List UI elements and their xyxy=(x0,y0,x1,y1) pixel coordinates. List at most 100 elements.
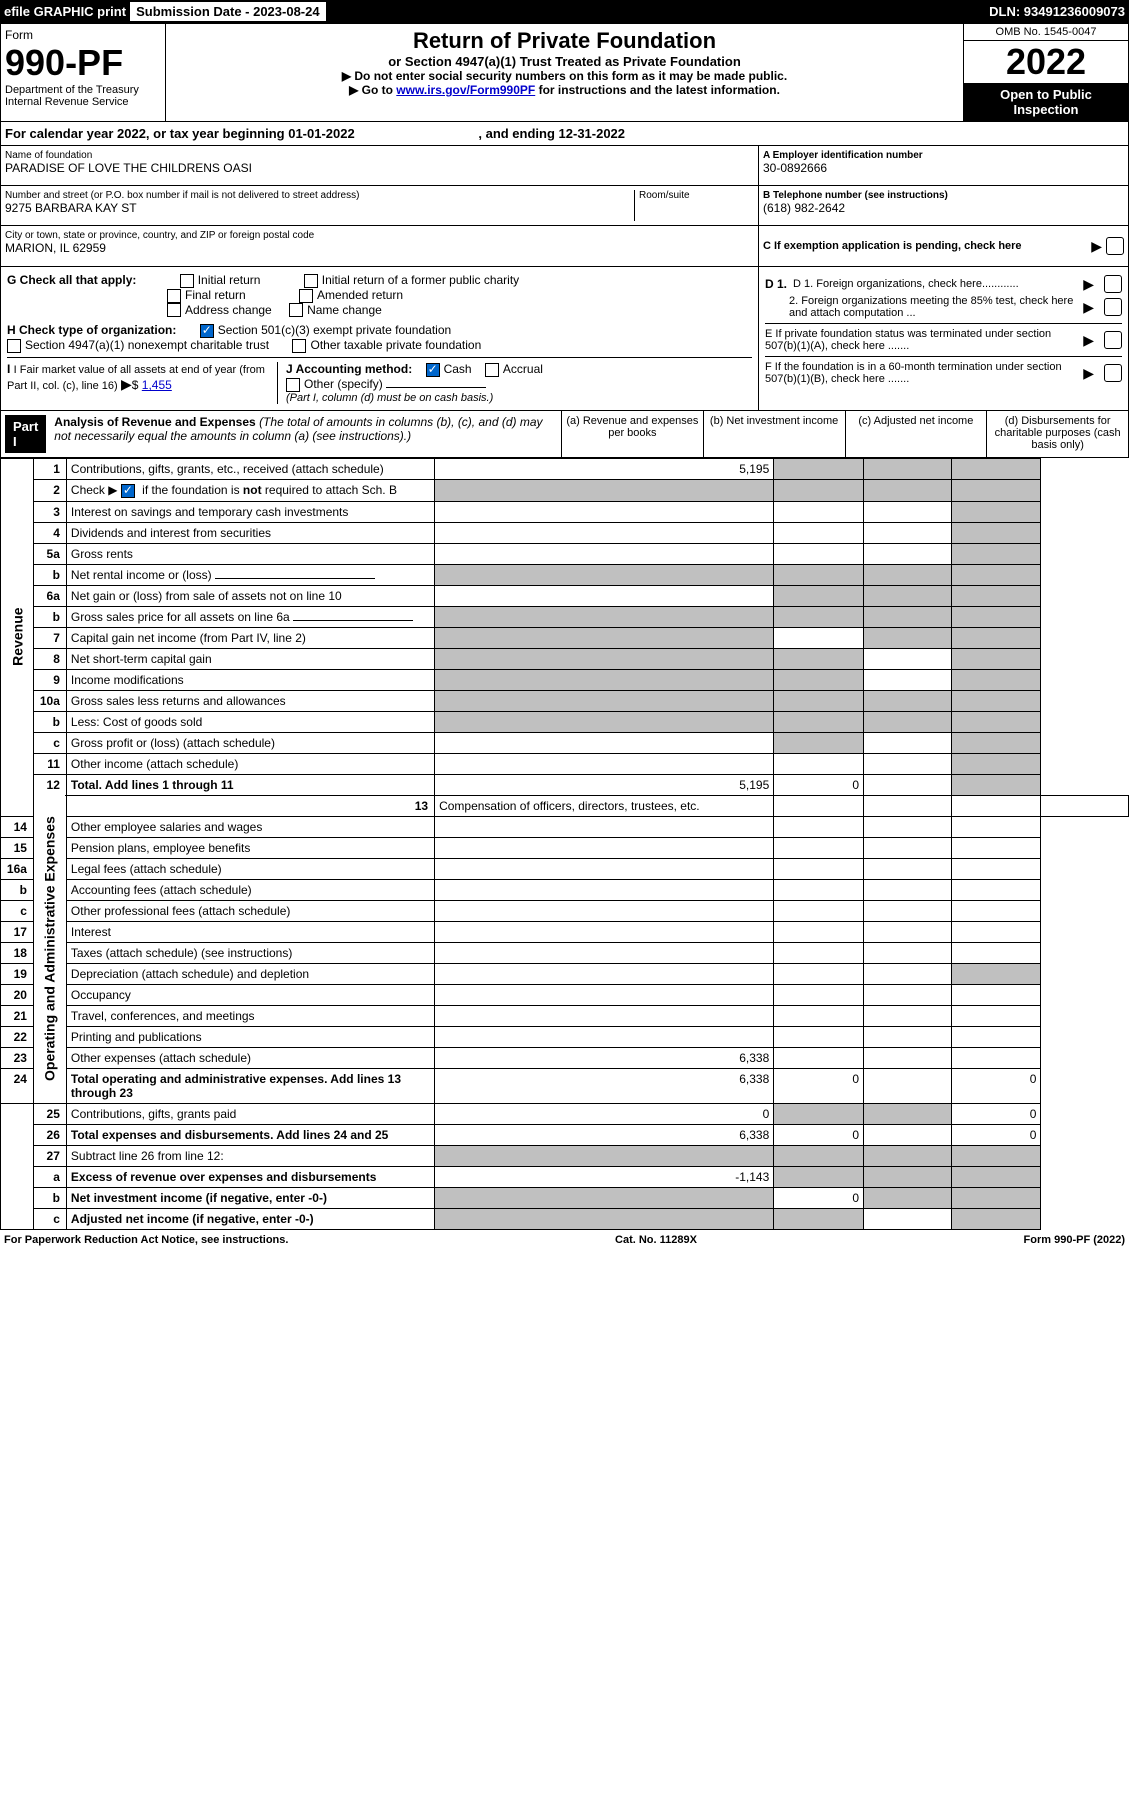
foundation-name: PARADISE OF LOVE THE CHILDRENS OASI xyxy=(5,161,754,175)
dept-treasury: Department of the Treasury xyxy=(5,84,161,96)
checkbox-d2[interactable] xyxy=(1104,298,1122,316)
row-8: 8Net short-term capital gain xyxy=(1,648,1129,669)
row-6a: 6aNet gain or (loss) from sale of assets… xyxy=(1,585,1129,606)
row-2: 2Check ▶ if the foundation is not requir… xyxy=(1,479,1129,501)
irs-link[interactable]: www.irs.gov/Form990PF xyxy=(396,83,535,97)
row-16b: bAccounting fees (attach schedule) xyxy=(1,879,1129,900)
city-state-zip: MARION, IL 62959 xyxy=(5,241,754,255)
row-13: Operating and Administrative Expenses13C… xyxy=(1,795,1129,816)
paperwork-notice: For Paperwork Reduction Act Notice, see … xyxy=(4,1234,288,1246)
row-6b: bGross sales price for all assets on lin… xyxy=(1,606,1129,627)
checkbox-initial-return[interactable] xyxy=(180,274,194,288)
open-inspection: Open to Public Inspection xyxy=(964,83,1128,121)
page-footer: For Paperwork Reduction Act Notice, see … xyxy=(0,1230,1129,1250)
submission-date: Submission Date - 2023-08-24 xyxy=(130,2,326,21)
checkbox-accrual[interactable] xyxy=(485,363,499,377)
side-revenue: Revenue xyxy=(1,458,34,816)
side-expenses: Operating and Administrative Expenses xyxy=(33,795,66,1103)
d1-row: D 1.D 1. Foreign organizations, check he… xyxy=(765,275,1122,293)
form-word: Form xyxy=(5,28,161,42)
info-grid: Name of foundation PARADISE OF LOVE THE … xyxy=(0,146,1129,267)
form-number-cell: Form 990-PF Department of the Treasury I… xyxy=(1,24,166,121)
omb-number: OMB No. 1545-0047 xyxy=(964,24,1128,41)
title-cell: Return of Private Foundation or Section … xyxy=(166,24,963,121)
col-a-header: (a) Revenue and expenses per books xyxy=(561,411,703,457)
row-9: 9Income modifications xyxy=(1,669,1129,690)
exemption-pending-row: C If exemption application is pending, c… xyxy=(759,226,1128,266)
row-27c: cAdjusted net income (if negative, enter… xyxy=(1,1208,1129,1229)
instr-url: ▶ Go to www.irs.gov/Form990PF for instru… xyxy=(174,83,955,97)
d2-row: 2. Foreign organizations meeting the 85%… xyxy=(765,295,1122,319)
checkbox-other-taxable[interactable] xyxy=(292,339,306,353)
form-header-row: Form 990-PF Department of the Treasury I… xyxy=(0,23,1129,122)
ein-value: 30-0892666 xyxy=(763,161,1124,175)
row-20: 20Occupancy xyxy=(1,984,1129,1005)
row-17: 17Interest xyxy=(1,921,1129,942)
row-12: 12Total. Add lines 1 through 115,1950 xyxy=(1,774,1129,795)
checkbox-d1[interactable] xyxy=(1104,275,1122,293)
checkbox-e[interactable] xyxy=(1104,331,1122,349)
phone-value: (618) 982-2642 xyxy=(763,201,1124,215)
row-14: 14Other employee salaries and wages xyxy=(1,816,1129,837)
checkbox-c[interactable] xyxy=(1106,237,1124,255)
checkbox-amended[interactable] xyxy=(299,289,313,303)
checkbox-sch-b[interactable] xyxy=(121,484,135,498)
row-10a: 10aGross sales less returns and allowanc… xyxy=(1,690,1129,711)
dept-irs: Internal Revenue Service xyxy=(5,96,161,108)
g-row: G Check all that apply: Initial return I… xyxy=(7,273,752,288)
checkbox-4947[interactable] xyxy=(7,339,21,353)
row-23: 23Other expenses (attach schedule)6,338 xyxy=(1,1047,1129,1068)
checkbox-address-change[interactable] xyxy=(167,303,181,317)
col-d-header: (d) Disbursements for charitable purpose… xyxy=(986,411,1128,457)
fmv-value[interactable]: 1,455 xyxy=(142,378,172,392)
checkbox-cash[interactable] xyxy=(426,363,440,377)
checkbox-other-method[interactable] xyxy=(286,378,300,392)
checkbox-name-change[interactable] xyxy=(289,303,303,317)
form-title: Return of Private Foundation xyxy=(174,28,955,54)
row-1: Revenue1Contributions, gifts, grants, et… xyxy=(1,458,1129,479)
row-27b: bNet investment income (if negative, ent… xyxy=(1,1187,1129,1208)
ij-row: I I Fair market value of all assets at e… xyxy=(7,357,752,404)
row-5a: 5aGross rents xyxy=(1,543,1129,564)
row-16c: cOther professional fees (attach schedul… xyxy=(1,900,1129,921)
row-15: 15Pension plans, employee benefits xyxy=(1,837,1129,858)
row-7: 7Capital gain net income (from Part IV, … xyxy=(1,627,1129,648)
row-21: 21Travel, conferences, and meetings xyxy=(1,1005,1129,1026)
row-11: 11Other income (attach schedule) xyxy=(1,753,1129,774)
part1-title: Analysis of Revenue and Expenses xyxy=(54,415,255,429)
address-row: Number and street (or P.O. box number if… xyxy=(1,186,758,226)
foundation-name-row: Name of foundation PARADISE OF LOVE THE … xyxy=(1,146,758,186)
g-row3: Address change Name change xyxy=(167,303,752,318)
calendar-year-row: For calendar year 2022, or tax year begi… xyxy=(0,122,1129,146)
checkbox-f[interactable] xyxy=(1104,364,1122,382)
e-row: E If private foundation status was termi… xyxy=(765,328,1122,352)
row-3: 3Interest on savings and temporary cash … xyxy=(1,501,1129,522)
ein-row: A Employer identification number 30-0892… xyxy=(759,146,1128,186)
row-25: 25Contributions, gifts, grants paid00 xyxy=(1,1103,1129,1124)
col-b-header: (b) Net investment income xyxy=(703,411,845,457)
main-table: Revenue1Contributions, gifts, grants, et… xyxy=(0,458,1129,1230)
year-cell: OMB No. 1545-0047 2022 Open to Public In… xyxy=(963,24,1128,121)
form-number: 990-PF xyxy=(5,42,161,84)
cat-number: Cat. No. 11289X xyxy=(615,1234,697,1246)
efile-header: efile GRAPHIC print Submission Date - 20… xyxy=(0,0,1129,23)
checkbox-501c3[interactable] xyxy=(200,324,214,338)
row-22: 22Printing and publications xyxy=(1,1026,1129,1047)
checkbox-initial-public[interactable] xyxy=(304,274,318,288)
city-row: City or town, state or province, country… xyxy=(1,226,758,266)
row-4: 4Dividends and interest from securities xyxy=(1,522,1129,543)
row-5b: bNet rental income or (loss) xyxy=(1,564,1129,585)
f-row: F If the foundation is in a 60-month ter… xyxy=(765,361,1122,385)
row-18: 18Taxes (attach schedule) (see instructi… xyxy=(1,942,1129,963)
form-subtitle: or Section 4947(a)(1) Trust Treated as P… xyxy=(174,54,955,69)
tax-year: 2022 xyxy=(964,41,1128,83)
checkbox-final-return[interactable] xyxy=(167,289,181,303)
form-footer: Form 990-PF (2022) xyxy=(1024,1234,1125,1246)
instr-ssn: ▶ Do not enter social security numbers o… xyxy=(174,69,955,83)
row-27: 27Subtract line 26 from line 12: xyxy=(1,1145,1129,1166)
part1-header: Part I Analysis of Revenue and Expenses … xyxy=(0,411,1129,458)
dln: DLN: 93491236009073 xyxy=(989,4,1125,19)
row-26: 26Total expenses and disbursements. Add … xyxy=(1,1124,1129,1145)
col-c-header: (c) Adjusted net income xyxy=(845,411,987,457)
row-24: 24Total operating and administrative exp… xyxy=(1,1068,1129,1103)
